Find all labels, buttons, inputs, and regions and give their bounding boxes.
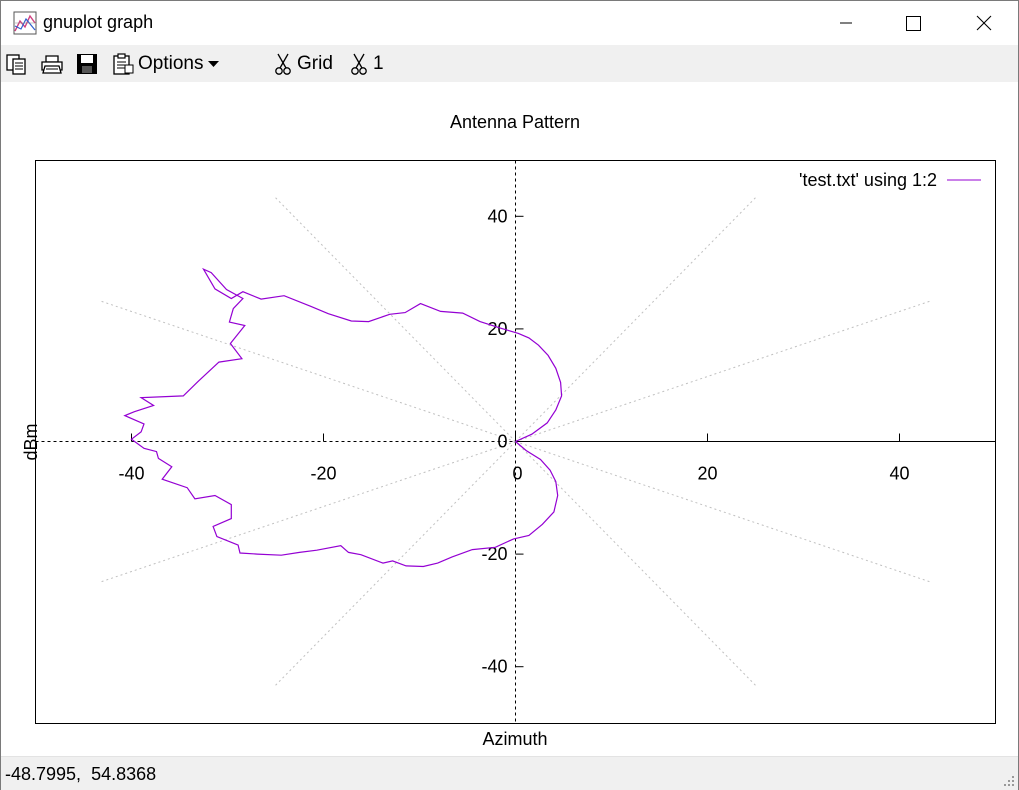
grid-spoke [275, 197, 516, 442]
copy-icon [6, 53, 26, 75]
series-layer [123, 267, 563, 568]
print-button[interactable] [39, 45, 65, 82]
legend: 'test.txt' using 1:2 [799, 170, 981, 190]
plot-1-toggle-button[interactable]: 1 [349, 45, 384, 82]
copy-button[interactable] [5, 45, 29, 82]
grid-spoke [515, 197, 756, 442]
cursor-coordinates: -48.7995, 54.8368 [5, 764, 157, 784]
gnuplot-graph-icon [13, 11, 37, 35]
close-icon [976, 15, 992, 31]
polar-grid [99, 197, 932, 686]
y-tick-label: 40 [487, 206, 507, 226]
y-axis-label: dBm [21, 423, 41, 460]
maximize-button[interactable] [889, 1, 935, 45]
status-bar: -48.7995, 54.8368 [1, 756, 1018, 790]
plot-1-label: 1 [373, 52, 384, 74]
y-tick-label: 0 [497, 432, 507, 452]
legend-entry-label: 'test.txt' using 1:2 [799, 170, 937, 190]
y-tick-label: -40 [481, 657, 507, 677]
maximize-icon [906, 16, 921, 31]
grid-spoke [99, 300, 516, 442]
save-button[interactable] [75, 45, 99, 82]
window-title: gnuplot graph [43, 12, 154, 32]
axes: -40 -20 0 20 40 40 20 0 -20 -40 [35, 160, 996, 724]
x-tick-label: -20 [310, 464, 336, 484]
scissors-icon [351, 53, 367, 75]
scissors-icon [275, 53, 291, 75]
x-tick-label: 0 [512, 464, 522, 484]
y-tick-label: 20 [487, 319, 507, 339]
x-tick-label: 40 [889, 464, 909, 484]
clipboard-options-icon [113, 52, 134, 75]
x-axis-label: Azimuth [482, 729, 547, 749]
grid-spoke [515, 441, 932, 583]
chart-canvas[interactable]: -40 -20 0 20 40 40 20 0 -20 -40 Antenna Pattern A… [1, 82, 1018, 756]
chart-title: Antenna Pattern [450, 112, 580, 132]
options-dropdown[interactable]: Options [111, 45, 225, 82]
resize-grip-icon[interactable] [1002, 774, 1016, 788]
title-bar[interactable]: gnuplot graph [1, 1, 1018, 45]
grid-toggle-button[interactable]: Grid [273, 45, 333, 82]
grid-spoke [275, 441, 516, 686]
minimize-icon [840, 22, 852, 24]
x-tick-label: 20 [697, 464, 717, 484]
options-label: Options [138, 52, 204, 74]
grid-spoke [515, 441, 756, 686]
plot-border [35, 160, 996, 724]
x-tick-label: -40 [118, 464, 144, 484]
chevron-down-icon [208, 60, 220, 67]
toolbar: Options Grid 1 [1, 45, 1018, 82]
series-line [123, 267, 563, 568]
close-button[interactable] [961, 1, 1007, 45]
grid-spoke [99, 441, 516, 583]
grid-label: Grid [297, 52, 333, 74]
minimize-button[interactable] [823, 1, 869, 45]
grid-spoke [515, 300, 932, 442]
floppy-disk-icon [77, 53, 97, 74]
printer-icon [41, 54, 63, 74]
y-tick-label: -20 [481, 544, 507, 564]
